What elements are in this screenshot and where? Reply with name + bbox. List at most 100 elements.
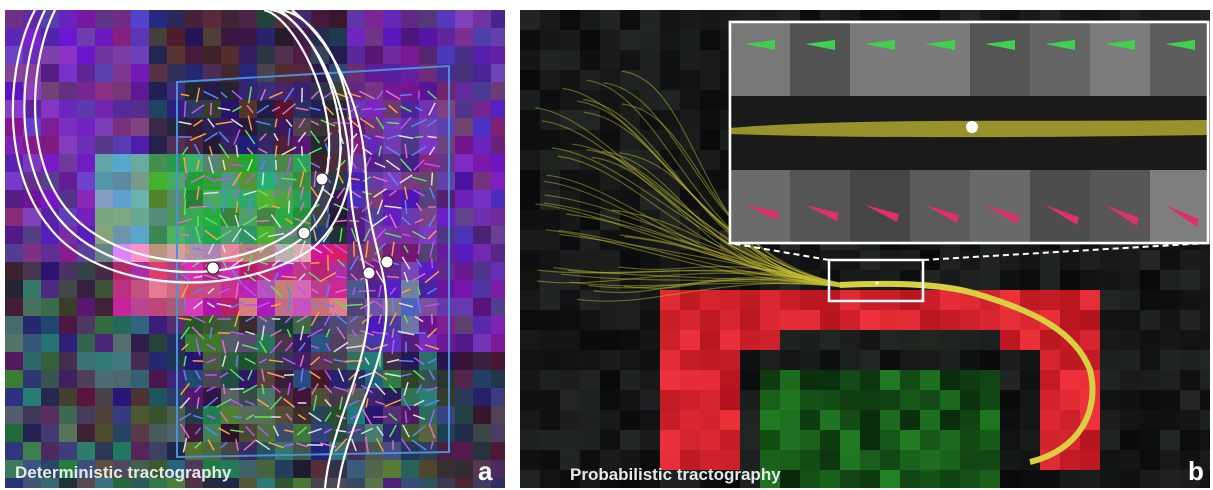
voxel (23, 298, 41, 316)
voxel (1000, 250, 1020, 270)
voxel (740, 410, 760, 430)
voxel (600, 70, 620, 90)
voxel (860, 430, 880, 450)
voxel (540, 70, 560, 90)
voxel (473, 316, 491, 334)
voxel (149, 442, 167, 460)
voxel (840, 370, 860, 390)
voxel (149, 298, 167, 316)
voxel (1200, 390, 1213, 410)
voxel (149, 154, 167, 172)
voxel (23, 244, 41, 262)
panel-label: a (478, 456, 493, 486)
voxel (680, 30, 700, 50)
voxel (59, 352, 77, 370)
voxel (419, 100, 437, 118)
voxel (257, 64, 275, 82)
voxel (1020, 270, 1040, 290)
voxel (740, 290, 760, 310)
voxel (455, 118, 473, 136)
voxel (1120, 310, 1140, 330)
voxel (960, 390, 980, 410)
voxel (1160, 410, 1180, 430)
voxel (383, 28, 401, 46)
voxel (113, 154, 131, 172)
voxel (920, 470, 940, 490)
voxel (760, 390, 780, 410)
voxel (311, 316, 329, 334)
voxel (113, 64, 131, 82)
voxel (1200, 370, 1213, 390)
voxel (700, 430, 720, 450)
voxel (5, 370, 23, 388)
voxel (401, 64, 419, 82)
voxel (455, 244, 473, 262)
caption: Probabilistic tractography (570, 465, 781, 484)
voxel (1080, 330, 1100, 350)
voxel (600, 370, 620, 390)
inset-voxel (790, 22, 850, 96)
voxel (960, 410, 980, 430)
voxel (900, 310, 920, 330)
voxel (1100, 250, 1120, 270)
voxel (419, 244, 437, 262)
voxel (740, 430, 760, 450)
voxel (980, 390, 1000, 410)
voxel (95, 334, 113, 352)
voxel (520, 70, 540, 90)
voxel (1160, 430, 1180, 450)
voxel (473, 262, 491, 280)
voxel (59, 172, 77, 190)
voxel (620, 370, 640, 390)
voxel (383, 64, 401, 82)
voxel (149, 334, 167, 352)
voxel (455, 262, 473, 280)
voxel (620, 170, 640, 190)
voxel (760, 310, 780, 330)
voxel (660, 330, 680, 350)
voxel (580, 50, 600, 70)
voxel (600, 330, 620, 350)
voxel (437, 460, 455, 478)
voxel (700, 70, 720, 90)
voxel (95, 64, 113, 82)
voxel (59, 64, 77, 82)
voxel (491, 460, 509, 478)
voxel (239, 208, 257, 226)
voxel (131, 64, 149, 82)
voxel (1120, 470, 1140, 490)
voxel (149, 370, 167, 388)
voxel (491, 118, 509, 136)
voxel (660, 350, 680, 370)
voxel (311, 10, 329, 28)
voxel (491, 136, 509, 154)
voxel (77, 370, 95, 388)
voxel (185, 28, 203, 46)
voxel (800, 390, 820, 410)
voxel (203, 370, 221, 388)
voxel (940, 470, 960, 490)
voxel (95, 352, 113, 370)
voxel (185, 388, 203, 406)
voxel (455, 406, 473, 424)
voxel (740, 370, 760, 390)
voxel (491, 298, 509, 316)
voxel (473, 370, 491, 388)
voxel (473, 388, 491, 406)
voxel (419, 478, 437, 490)
voxel (880, 330, 900, 350)
voxel (491, 100, 509, 118)
voxel (437, 244, 455, 262)
voxel (131, 316, 149, 334)
voxel (383, 478, 401, 490)
voxel (680, 50, 700, 70)
voxel (1120, 450, 1140, 470)
voxel (820, 350, 840, 370)
voxel (473, 172, 491, 190)
glyph (256, 221, 269, 222)
voxel (980, 410, 1000, 430)
voxel (1000, 370, 1020, 390)
voxel (1200, 410, 1213, 430)
voxel (23, 442, 41, 460)
voxel (203, 172, 221, 190)
